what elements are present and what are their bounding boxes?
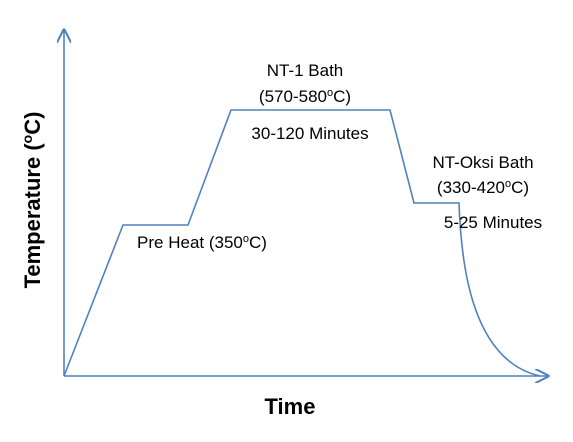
stage-duration: 30-120 Minutes bbox=[251, 124, 368, 143]
stage-name: Pre Heat (350oC) bbox=[137, 233, 267, 252]
stage-range: (570-580oC) bbox=[259, 87, 351, 106]
label-text: 30-120 Minutes bbox=[251, 124, 368, 143]
temperature-profile bbox=[63, 109, 541, 377]
label-text: C) bbox=[511, 178, 529, 197]
stage-name: NT-1 Bath bbox=[267, 61, 344, 80]
label-text: Temperature ( bbox=[20, 143, 45, 289]
x-axis-label: Time bbox=[265, 394, 316, 419]
y-axis-label: Temperature (oC) bbox=[19, 112, 45, 289]
label-text: C) bbox=[333, 87, 351, 106]
label-text: C) bbox=[20, 112, 45, 135]
label-text: NT-Oksi Bath bbox=[432, 153, 533, 172]
label-text: (570-580 bbox=[259, 87, 327, 106]
label-text: (330-420 bbox=[437, 178, 505, 197]
superscript: o bbox=[505, 178, 511, 190]
stage-name: NT-Oksi Bath bbox=[432, 153, 533, 172]
label-text: C) bbox=[249, 233, 267, 252]
label-text: Time bbox=[265, 394, 316, 419]
stage-duration: 5-25 Minutes bbox=[444, 213, 542, 232]
label-text: 5-25 Minutes bbox=[444, 213, 542, 232]
superscript: o bbox=[19, 135, 35, 144]
superscript: o bbox=[243, 233, 249, 245]
superscript: o bbox=[327, 87, 333, 99]
label-text: Pre Heat (350 bbox=[137, 233, 243, 252]
stage-range: (330-420oC) bbox=[437, 178, 529, 197]
label-text: NT-1 Bath bbox=[267, 61, 344, 80]
